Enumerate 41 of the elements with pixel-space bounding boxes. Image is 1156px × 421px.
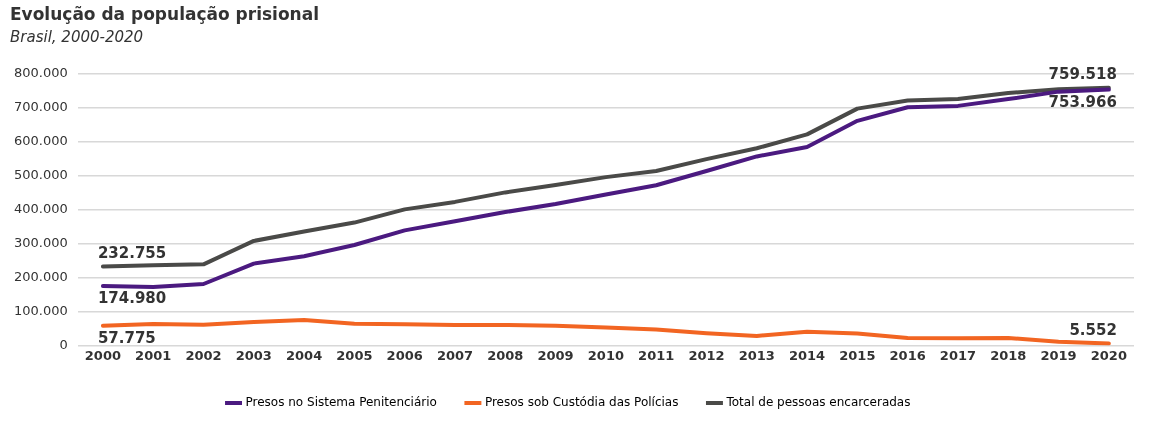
y-tick-label: 300.000 — [13, 235, 68, 250]
y-tick-label: 0 — [59, 336, 68, 352]
chart-title: Evolução da população prisional — [10, 4, 319, 24]
y-tick-label: 100.000 — [13, 302, 68, 318]
legend-label: Presos no Sistema Penitenciário — [245, 395, 437, 410]
y-tick-label: 800.000 — [13, 65, 68, 81]
x-tick-label: 2002 — [185, 347, 222, 363]
y-tick-label: 700.000 — [13, 99, 68, 115]
x-tick-label: 2011 — [638, 347, 675, 363]
annotation: 232.755 — [97, 243, 167, 262]
legend-label: Presos sob Custódia das Polícias — [484, 395, 679, 410]
x-tick-label: 2012 — [688, 347, 725, 363]
x-tick-label: 2005 — [336, 347, 373, 363]
annotation: 759.518 — [1048, 65, 1117, 84]
y-tick-label: 400.000 — [13, 201, 68, 217]
x-tick-label: 2019 — [1040, 347, 1077, 363]
annotation: 753.966 — [1048, 93, 1117, 112]
x-tick-label: 2014 — [788, 347, 826, 363]
x-tick-label: 2004 — [286, 347, 323, 363]
x-tick-label: 2007 — [436, 347, 474, 363]
x-tick-label: 2010 — [587, 347, 624, 363]
annotation: 174.980 — [97, 289, 167, 308]
y-tick-label: 600.000 — [13, 133, 68, 149]
x-tick-label: 2003 — [235, 347, 272, 363]
y-tick-label: 500.000 — [13, 167, 68, 183]
x-tick-label: 2009 — [537, 347, 574, 363]
x-tick-label: 2020 — [1090, 347, 1127, 363]
legend-label: Total de pessoas encarceradas — [725, 395, 911, 410]
x-tick-label: 2006 — [386, 347, 423, 363]
annotation: 57.775 — [97, 329, 156, 348]
annotation: 5.552 — [1069, 320, 1117, 339]
x-tick-label: 2008 — [487, 347, 524, 363]
x-tick-label: 2015 — [839, 347, 876, 363]
x-tick-label: 2018 — [990, 347, 1027, 363]
chart-subtitle: Brasil, 2000-2020 — [10, 28, 144, 46]
y-tick-label: 200.000 — [13, 268, 68, 284]
x-tick-label: 2016 — [889, 347, 926, 363]
x-tick-label: 2000 — [84, 347, 121, 363]
x-tick-label: 2013 — [738, 347, 775, 363]
x-tick-label: 2001 — [135, 347, 172, 363]
x-tick-label: 2017 — [939, 347, 977, 363]
